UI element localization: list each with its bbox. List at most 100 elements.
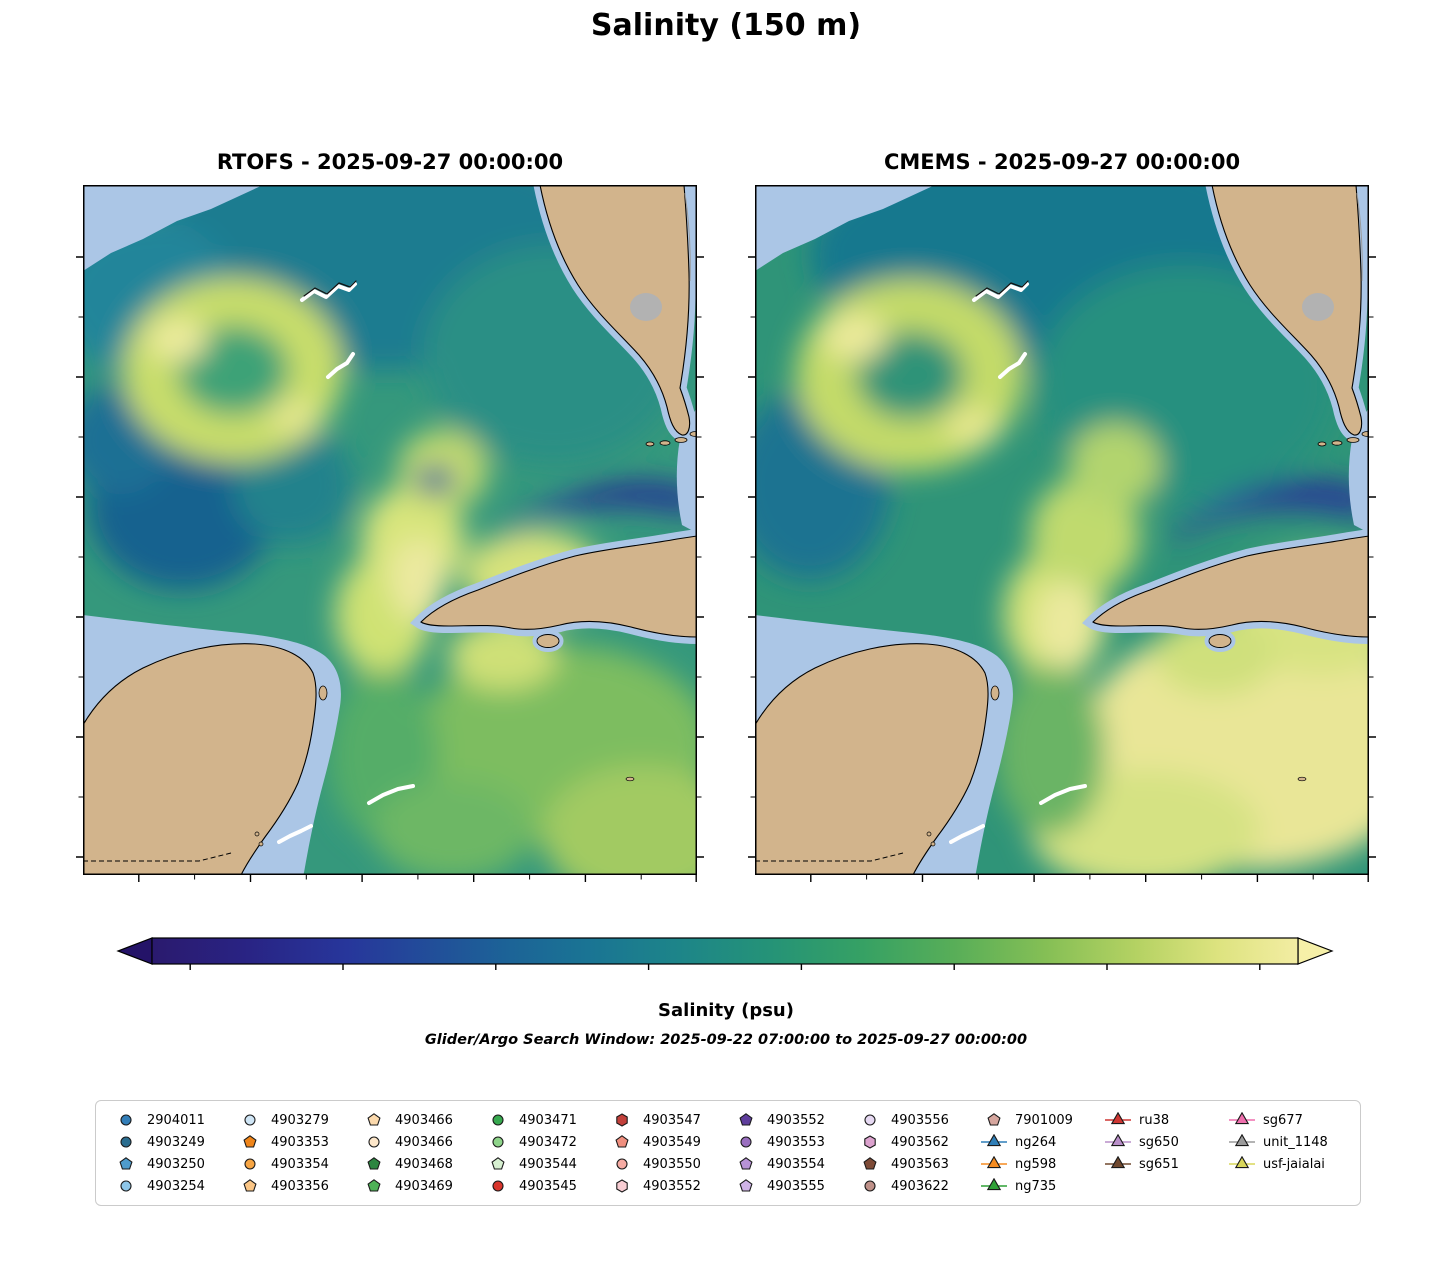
glider-marker-icon [1105, 1134, 1131, 1147]
float-marker-icon [616, 1179, 628, 1193]
legend-label: sg677 [1263, 1112, 1303, 1128]
legend-label: 4903554 [767, 1156, 825, 1172]
legend-item: ru38 [1104, 1109, 1220, 1131]
triangle-marker [986, 1134, 1002, 1147]
legend-item: ng598 [980, 1153, 1096, 1175]
float-marker-icon [492, 1136, 504, 1148]
legend-item: 4903552 [732, 1109, 848, 1131]
legend-label: ru38 [1139, 1112, 1170, 1128]
legend-label: 4903555 [767, 1178, 825, 1194]
float-marker-icon [739, 1179, 753, 1192]
glider-marker-icon [1105, 1112, 1131, 1125]
triangle-marker [1234, 1156, 1250, 1169]
legend-item: 4903549 [608, 1131, 724, 1153]
legend-item: 4903356 [236, 1175, 352, 1197]
legend-label: 4903563 [891, 1156, 949, 1172]
panel-title-rtofs: RTOFS - 2025-09-27 00:00:00 [216, 150, 564, 174]
triangle-marker [1234, 1134, 1250, 1147]
float-marker-icon [119, 1157, 133, 1170]
circle-marker [492, 1136, 504, 1148]
legend-label: 7901009 [1015, 1112, 1073, 1128]
legend-label: 4903549 [643, 1134, 701, 1150]
pentagon-marker [863, 1157, 877, 1170]
float-marker-icon [367, 1113, 381, 1126]
pentagon-marker [491, 1157, 505, 1170]
pentagon-marker [367, 1157, 381, 1170]
circle-marker [244, 1158, 256, 1170]
legend-label: 4903550 [643, 1156, 701, 1172]
hexagon-marker [864, 1135, 876, 1149]
pentagon-marker [615, 1135, 629, 1148]
float-marker-icon [120, 1136, 132, 1148]
map-panel-rtofs [75, 185, 705, 883]
legend-label: sg650 [1139, 1134, 1179, 1150]
legend-label: 4903468 [395, 1156, 453, 1172]
glider-marker-icon [981, 1134, 1007, 1147]
legend-item: 4903471 [484, 1109, 600, 1131]
triangle-marker [1110, 1156, 1126, 1169]
panel-title-cmems: CMEMS - 2025-09-27 00:00:00 [883, 150, 1241, 174]
legend-item: 4903466 [360, 1131, 476, 1153]
float-marker-icon [740, 1136, 752, 1148]
legend-item: 4903553 [732, 1131, 848, 1153]
legend-label: 4903354 [271, 1156, 329, 1172]
legend-item: unit_1148 [1228, 1131, 1344, 1153]
circle-marker [120, 1180, 132, 1192]
circle-marker [120, 1136, 132, 1148]
legend-label: 4903356 [271, 1178, 329, 1194]
legend-item: 4903554 [732, 1153, 848, 1175]
float-marker-icon [987, 1113, 1001, 1126]
triangle-marker [1110, 1134, 1126, 1147]
legend-item: 4903563 [856, 1153, 972, 1175]
float-marker-icon [244, 1158, 256, 1170]
float-marker-icon [863, 1157, 877, 1170]
legend-label: ng735 [1015, 1178, 1057, 1194]
legend-label: 4903469 [395, 1178, 453, 1194]
legend-item: 4903466 [360, 1109, 476, 1131]
triangle-marker [1110, 1112, 1126, 1125]
search-window-caption: Glider/Argo Search Window: 2025-09-22 07… [424, 1032, 1028, 1048]
float-marker-icon [616, 1113, 628, 1127]
float-marker-icon [243, 1135, 257, 1148]
legend-label: 4903552 [643, 1178, 701, 1194]
legend-label: 4903353 [271, 1134, 329, 1150]
legend-item: 4903545 [484, 1175, 600, 1197]
float-marker-icon [243, 1179, 257, 1192]
legend-item: 4903472 [484, 1131, 600, 1153]
colorbar-label: Salinity (psu) [658, 1000, 794, 1021]
circle-marker [616, 1158, 628, 1170]
legend-label: usf-jaialai [1263, 1156, 1325, 1172]
hexagon-marker [616, 1113, 628, 1127]
legend-label: 4903552 [767, 1112, 825, 1128]
legend-item: sg651 [1104, 1153, 1220, 1175]
legend-item: usf-jaialai [1228, 1153, 1344, 1175]
circle-marker [244, 1114, 256, 1126]
legend-item: 7901009 [980, 1109, 1096, 1131]
glider-marker-icon [981, 1178, 1007, 1191]
float-marker-icon [492, 1114, 504, 1126]
legend-item: 4903354 [236, 1153, 352, 1175]
legend-label: 2904011 [147, 1112, 205, 1128]
legend-label: 4903545 [519, 1178, 577, 1194]
figure-title: Salinity (150 m) [590, 8, 862, 43]
triangle-marker [986, 1156, 1002, 1169]
legend-item: ng264 [980, 1131, 1096, 1153]
pentagon-marker [739, 1157, 753, 1170]
legend-label: 4903553 [767, 1134, 825, 1150]
legend-label: sg651 [1139, 1156, 1179, 1172]
float-marker-icon [739, 1157, 753, 1170]
legend-label: unit_1148 [1263, 1134, 1328, 1150]
pentagon-marker [243, 1179, 257, 1192]
legend-item: 4903544 [484, 1153, 600, 1175]
circle-marker [368, 1136, 380, 1148]
legend-item: 4903353 [236, 1131, 352, 1153]
triangle-marker [986, 1178, 1002, 1191]
legend-label: 4903254 [147, 1178, 205, 1194]
legend-item: 4903279 [236, 1109, 352, 1131]
float-marker-icon [864, 1180, 876, 1192]
glider-marker-icon [1229, 1156, 1255, 1169]
legend-label: ng598 [1015, 1156, 1057, 1172]
circle-marker [492, 1114, 504, 1126]
float-marker-icon [616, 1158, 628, 1170]
colorbar [116, 937, 1334, 970]
